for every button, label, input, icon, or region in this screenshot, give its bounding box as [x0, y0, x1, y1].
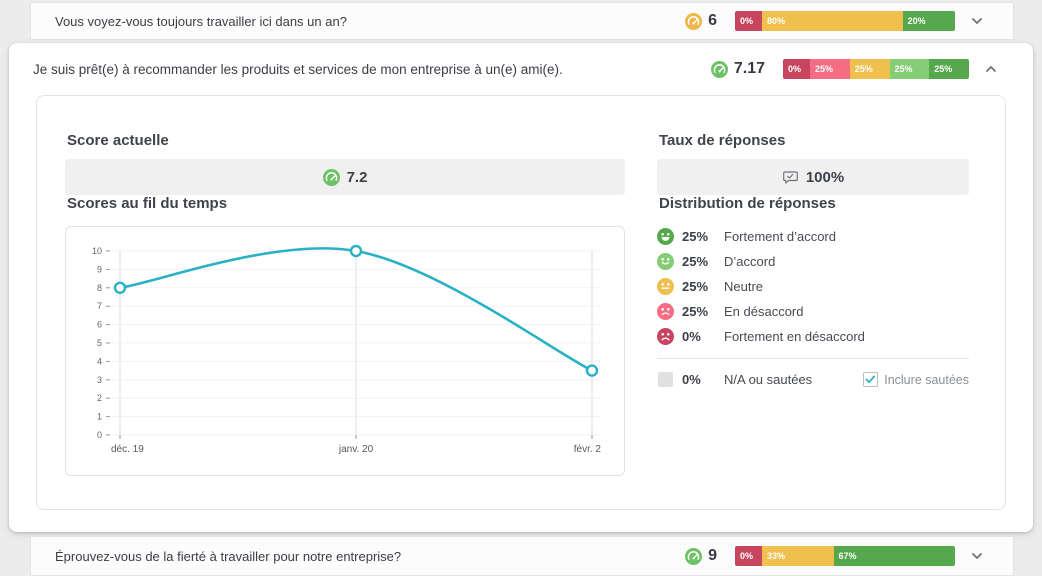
scores-line-chart: 0 1 2 3 4 5 6 7 8 9 10 déc. 19 janv. 20 févr. 2 — [92, 244, 602, 455]
svg-text:2: 2 — [97, 393, 102, 403]
svg-text:5: 5 — [97, 338, 102, 348]
svg-text:6: 6 — [97, 320, 102, 330]
question-text: Vous voyez-vous toujours travailler ici … — [55, 13, 347, 29]
score-gauge-icon — [685, 547, 703, 565]
svg-text:févr. 2: févr. 2 — [574, 444, 602, 455]
distribution-percent: 0% — [682, 329, 701, 344]
na-swatch-icon — [658, 372, 673, 387]
score-value: 7.17 — [733, 60, 765, 77]
distribution-label: D’accord — [724, 254, 776, 269]
distribution-label: Neutre — [724, 279, 764, 294]
divider — [657, 358, 969, 359]
bar-segment: 33% — [762, 546, 834, 566]
svg-text:0: 0 — [97, 430, 102, 440]
bar-segment: 0% — [735, 546, 762, 566]
question-detail-panel: Score actuelle 7.2 Scores au fil du temp… — [36, 95, 1006, 510]
distribution-label: Fortement en désaccord — [724, 329, 865, 344]
answer-distribution-bar: 0% 25% 25% 25% 25% — [783, 59, 969, 79]
bar-segment: 0% — [735, 11, 762, 31]
score-gauge-icon — [322, 168, 340, 186]
distribution-label: Fortement d’accord — [724, 229, 836, 244]
answer-distribution-bar: 0% 80% 20% — [735, 11, 955, 31]
svg-text:9: 9 — [97, 264, 102, 274]
distribution-item: 25% D’accord — [657, 249, 969, 274]
svg-text:10: 10 — [92, 246, 102, 256]
question-row-fierte[interactable]: Éprouvez-vous de la fierté à travailler … — [30, 536, 1014, 576]
na-percent: 0% — [682, 372, 701, 387]
distribution-item: 25% Fortement d’accord — [657, 224, 969, 249]
distribution-title: Distribution de réponses — [659, 195, 836, 212]
question-text: Je suis prêt(e) à recommander les produi… — [33, 61, 563, 77]
distribution-item: 0% Fortement en désaccord — [657, 324, 969, 349]
current-score-pill: 7.2 — [65, 159, 625, 195]
bar-segment: 0% — [783, 59, 810, 79]
bar-segment: 25% — [889, 59, 930, 79]
speech-bubble-icon — [782, 169, 799, 186]
include-skipped-toggle[interactable]: Inclure sautées — [863, 372, 969, 387]
current-score-value: 7.2 — [346, 168, 368, 186]
distribution-percent: 25% — [682, 304, 709, 319]
distribution-percent: 25% — [682, 254, 709, 269]
score-value: 6 — [708, 12, 717, 29]
detail-left-column: Score actuelle 7.2 Scores au fil du temp… — [65, 132, 625, 509]
svg-text:3: 3 — [97, 375, 102, 385]
frown-face-icon — [657, 303, 674, 320]
current-score-title: Score actuelle — [67, 132, 169, 149]
chevron-up-icon[interactable] — [969, 61, 1013, 77]
angry-face-icon — [657, 328, 674, 345]
chevron-down-icon[interactable] — [955, 548, 999, 564]
smile-face-icon — [657, 253, 674, 270]
svg-text:déc. 19: déc. 19 — [111, 444, 144, 455]
score-badge: 6 — [685, 12, 717, 30]
question-text: Éprouvez-vous de la fierté à travailler … — [55, 548, 402, 564]
expanded-question-card: Je suis prêt(e) à recommander les produi… — [9, 43, 1033, 532]
svg-text:janv. 20: janv. 20 — [338, 444, 374, 455]
distribution-percent: 25% — [682, 279, 709, 294]
scores-over-time-title: Scores au fil du temps — [67, 195, 228, 212]
include-skipped-label: Inclure sautées — [884, 372, 969, 387]
neutral-face-icon — [657, 278, 674, 295]
response-rate-value: 100% — [805, 168, 845, 186]
distribution-label: En désaccord — [724, 304, 804, 319]
question-row-travailler-ici[interactable]: Vous voyez-vous toujours travailler ici … — [30, 2, 1014, 40]
answer-distribution-bar: 0% 33% 67% — [735, 546, 955, 566]
big-smile-face-icon — [657, 228, 674, 245]
distribution-percent: 25% — [682, 229, 709, 244]
bar-segment: 67% — [833, 546, 955, 566]
distribution-item: 25% En désaccord — [657, 299, 969, 324]
na-skipped-row: 0% N/A ou sautées Inclure sautées — [657, 367, 969, 392]
bar-segment: 25% — [810, 59, 850, 79]
bar-segment: 25% — [929, 59, 969, 79]
bar-segment: 80% — [762, 11, 903, 31]
scores-over-time-chart-box: 0 1 2 3 4 5 6 7 8 9 10 déc. 19 janv. 20 févr. 2 — [65, 226, 625, 476]
score-badge: 9 — [685, 547, 717, 565]
bar-segment: 25% — [849, 59, 890, 79]
score-gauge-icon — [710, 60, 728, 78]
include-skipped-checkbox[interactable] — [863, 372, 879, 387]
svg-text:7: 7 — [97, 301, 102, 311]
na-label: N/A ou sautées — [724, 372, 813, 387]
bar-segment: 20% — [902, 11, 955, 31]
svg-text:4: 4 — [97, 356, 102, 366]
question-row-recommander[interactable]: Je suis prêt(e) à recommander les produi… — [9, 43, 1033, 95]
detail-right-column: Taux de réponses 100% Distribution de ré… — [657, 132, 969, 509]
response-rate-title: Taux de réponses — [659, 132, 786, 149]
svg-text:1: 1 — [97, 412, 102, 422]
chevron-down-icon[interactable] — [955, 13, 999, 29]
distribution-item: 25% Neutre — [657, 274, 969, 299]
score-badge: 7.17 — [710, 60, 765, 78]
score-value: 9 — [708, 547, 717, 564]
score-gauge-icon — [685, 12, 703, 30]
distribution-list: 25% Fortement d’accord 25% D’accord 25% … — [657, 224, 969, 349]
svg-text:8: 8 — [97, 283, 102, 293]
response-rate-pill: 100% — [657, 159, 969, 195]
